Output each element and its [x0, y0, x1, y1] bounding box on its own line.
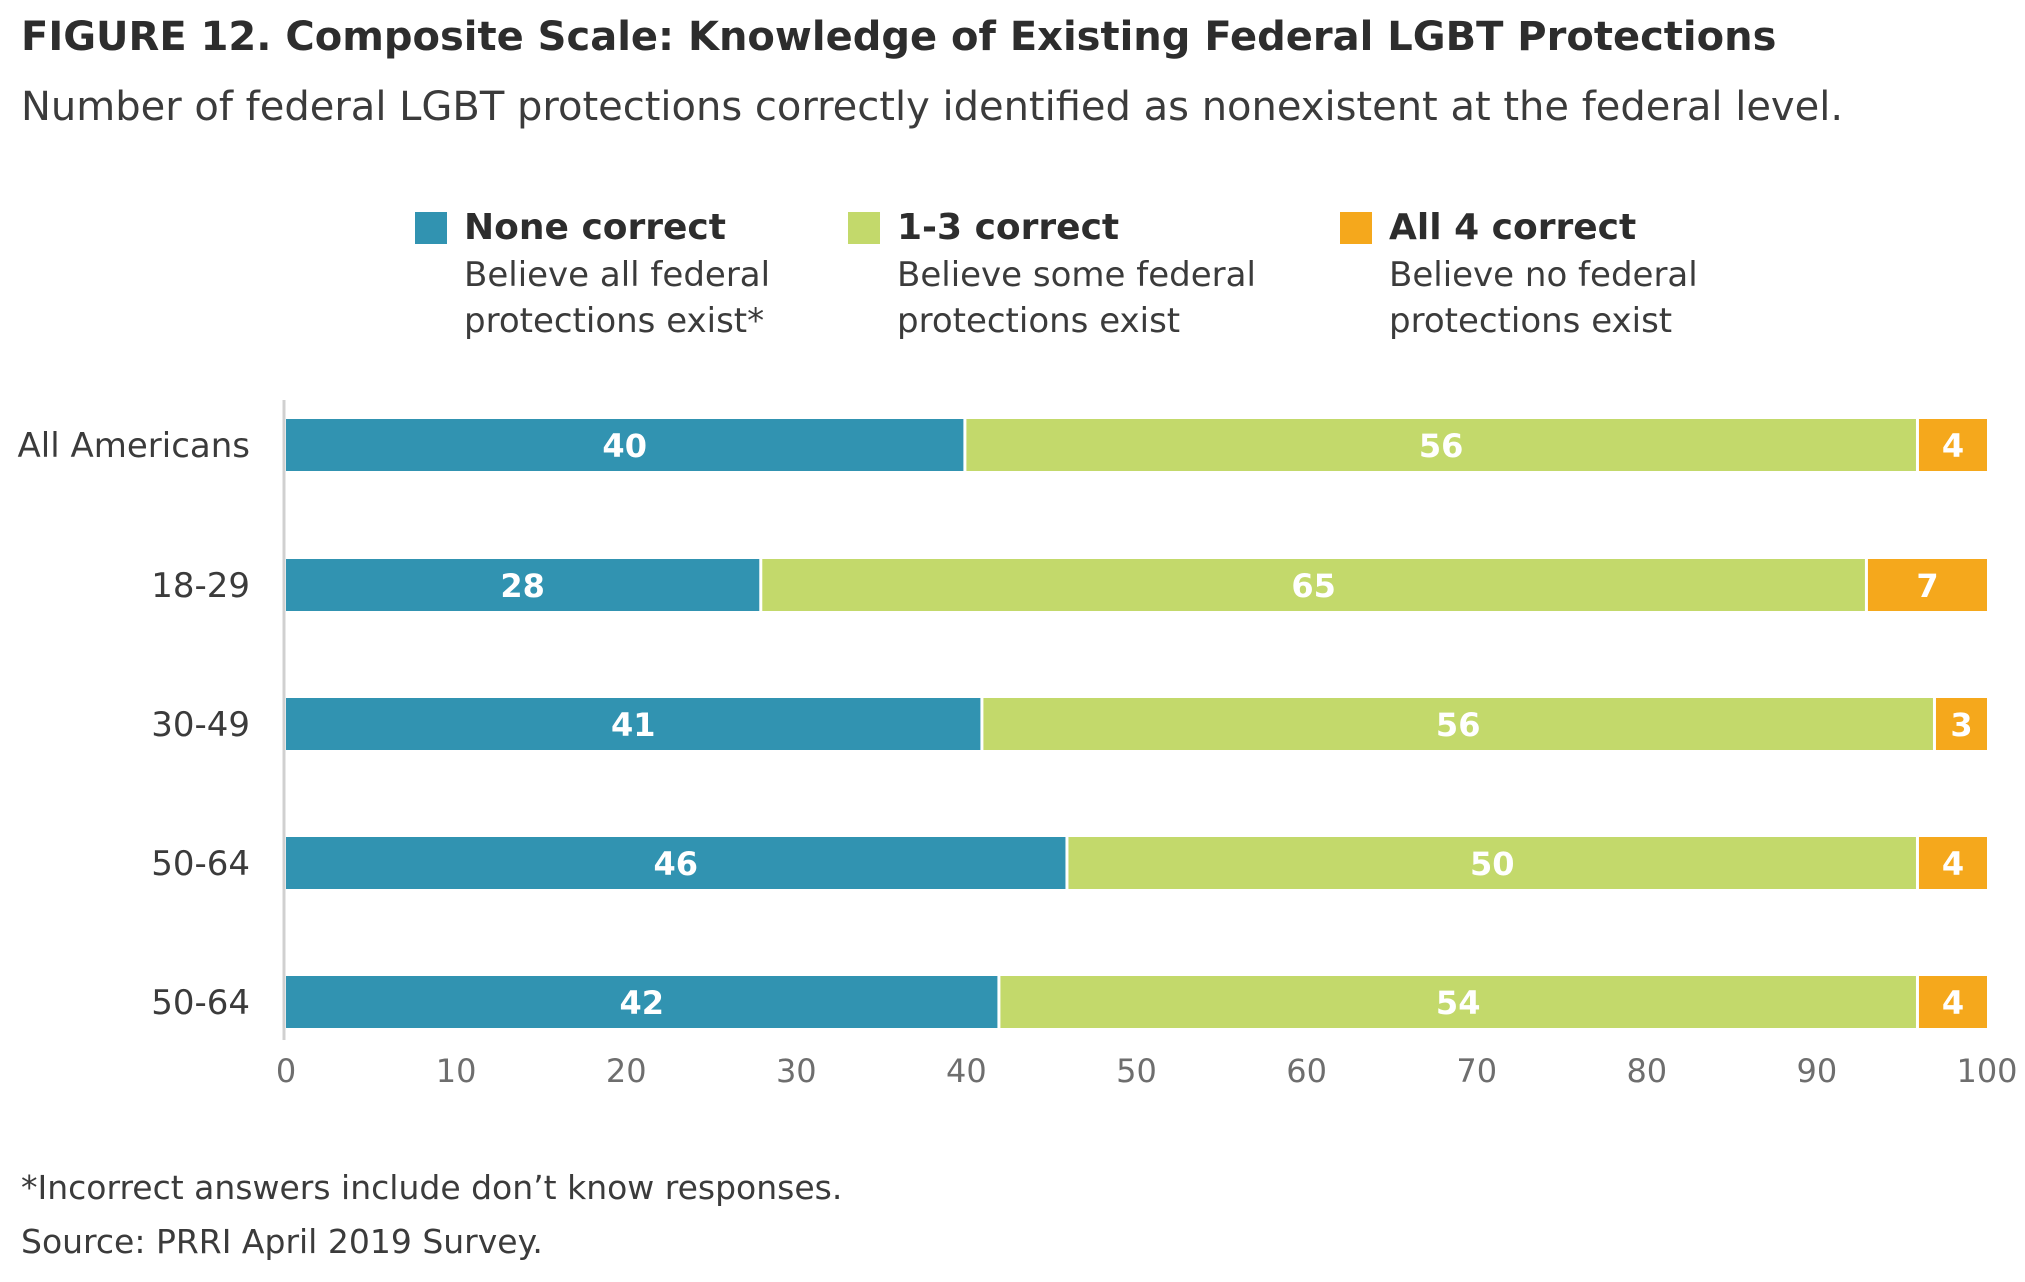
bar-none-correct [286, 698, 981, 750]
bar-1-3-correct [1068, 837, 1916, 889]
x-tick-label: 80 [1626, 1052, 1667, 1090]
legend-desc-line-2: protections exist [1389, 301, 1673, 341]
x-tick-label: 90 [1797, 1052, 1838, 1090]
x-tick-label: 0 [276, 1052, 296, 1090]
bar-value-label: 65 [1291, 567, 1336, 605]
bar-value-label: 4 [1942, 984, 1964, 1022]
bar-value-label: 28 [500, 567, 545, 605]
category-label: 50-64 [151, 844, 250, 884]
legend-swatch-none-correct [415, 212, 447, 244]
bar-value-label: 41 [611, 706, 656, 744]
legend-label-some-correct: 1-3 correct [897, 207, 1120, 248]
category-label: 18-29 [151, 566, 250, 606]
legend-swatch-some-correct [848, 212, 880, 244]
x-tick-label: 60 [1286, 1052, 1327, 1090]
legend-swatch-all-correct [1340, 212, 1372, 244]
legend-desc-line-1: Believe all federal [464, 255, 771, 295]
bar-none-correct [286, 976, 998, 1028]
bar-value-label: 56 [1419, 427, 1464, 465]
bar-all-4-correct [1918, 419, 1987, 471]
bar-none-correct [286, 559, 760, 611]
x-tick-label: 50 [1116, 1052, 1157, 1090]
source-note: Source: PRRI April 2019 Survey. [21, 1222, 543, 1261]
legend-label-all-correct: All 4 correct [1389, 207, 1637, 248]
bar-none-correct [286, 419, 964, 471]
bar-all-4-correct [1918, 837, 1987, 889]
bar-all-4-correct [1935, 698, 1987, 750]
category-label: 50-64 [151, 983, 250, 1023]
bar-all-4-correct [1867, 559, 1987, 611]
legend-desc-line-1: Believe no federal [1389, 255, 1698, 295]
chart-title: FIGURE 12. Composite Scale: Knowledge of… [21, 14, 1777, 60]
legend-desc-line-1: Believe some federal [897, 255, 1256, 295]
x-tick-label: 70 [1456, 1052, 1497, 1090]
x-tick-label: 30 [776, 1052, 817, 1090]
bar-all-4-correct [1918, 976, 1987, 1028]
bar-value-label: 4 [1942, 845, 1964, 883]
bar-value-label: 7 [1916, 567, 1938, 605]
category-label: 30-49 [151, 705, 250, 745]
bar-1-3-correct [1000, 976, 1916, 1028]
footnote: *Incorrect answers include don’t know re… [21, 1168, 843, 1207]
bar-value-label: 3 [1950, 706, 1972, 744]
x-tick-label: 20 [606, 1052, 647, 1090]
x-tick-label: 40 [946, 1052, 987, 1090]
bar-value-label: 50 [1470, 845, 1515, 883]
bar-value-label: 4 [1942, 427, 1964, 465]
bar-1-3-correct [983, 698, 1933, 750]
bar-none-correct [286, 837, 1066, 889]
x-tick-label: 100 [1956, 1052, 2017, 1090]
legend-desc-line-2: protections exist [897, 301, 1181, 341]
legend-label-none-correct: None correct [464, 207, 726, 248]
bar-value-label: 54 [1436, 984, 1481, 1022]
bar-value-label: 56 [1436, 706, 1481, 744]
chart-subtitle: Number of federal LGBT protections corre… [21, 84, 1844, 130]
x-tick-label: 10 [436, 1052, 477, 1090]
bar-value-label: 46 [653, 845, 698, 883]
bar-1-3-correct [966, 419, 1916, 471]
bar-value-label: 42 [619, 984, 664, 1022]
bar-value-label: 40 [602, 427, 647, 465]
legend-desc-line-2: protections exist* [464, 301, 765, 341]
bar-1-3-correct [762, 559, 1865, 611]
category-label: All Americans [18, 426, 250, 466]
